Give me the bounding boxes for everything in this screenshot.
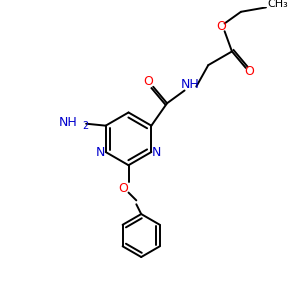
Text: N: N xyxy=(96,146,106,158)
Text: NH: NH xyxy=(181,78,200,91)
Text: O: O xyxy=(216,20,226,33)
Text: NH: NH xyxy=(58,116,77,129)
Text: O: O xyxy=(119,182,129,195)
Text: O: O xyxy=(245,65,255,78)
Text: N: N xyxy=(152,146,161,158)
Text: 2: 2 xyxy=(82,121,88,131)
Text: O: O xyxy=(143,75,153,88)
Text: CH₃: CH₃ xyxy=(267,0,288,10)
